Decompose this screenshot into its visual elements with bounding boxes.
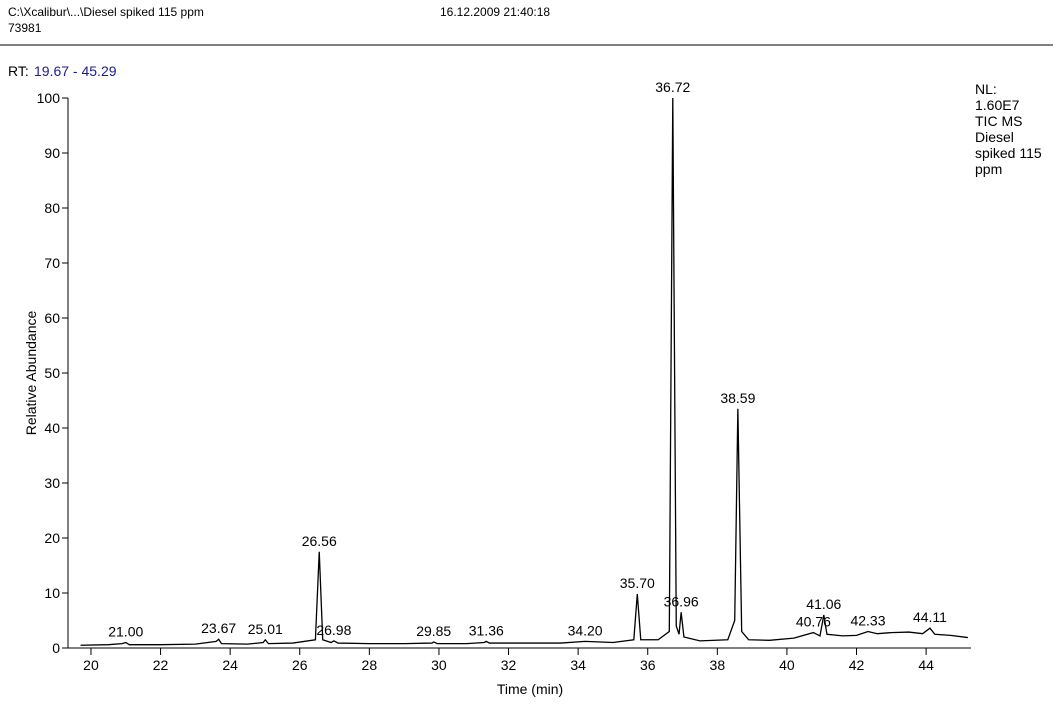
- info-text: 1.60E7: [975, 97, 1020, 113]
- info-text: TIC MS: [975, 113, 1022, 129]
- info-text: spiked 115: [975, 145, 1042, 161]
- datetime: 16.12.2009 21:40:18: [440, 5, 550, 19]
- peak-label: 34.20: [568, 622, 603, 638]
- y-tick-label: 60: [44, 310, 60, 326]
- x-tick-label: 34: [570, 657, 586, 673]
- y-axis-label: Relative Abundance: [23, 311, 39, 436]
- y-tick-label: 100: [37, 90, 61, 106]
- y-tick-label: 70: [44, 255, 60, 271]
- x-axis-label: Time (min): [497, 681, 563, 697]
- x-tick-label: 24: [222, 657, 238, 673]
- x-tick-label: 36: [640, 657, 656, 673]
- peak-label: 26.56: [302, 533, 337, 549]
- peak-label: 42.33: [850, 613, 885, 629]
- file-id: 73981: [8, 21, 42, 35]
- y-tick-label: 40: [44, 420, 60, 436]
- peak-label: 25.01: [248, 621, 283, 637]
- x-tick-label: 40: [779, 657, 795, 673]
- info-text: ppm: [975, 161, 1002, 177]
- peak-label: 26.98: [316, 622, 351, 638]
- peak-label: 40.76: [796, 614, 831, 630]
- x-tick-label: 20: [83, 657, 99, 673]
- peak-label: 35.70: [620, 575, 655, 591]
- peak-label: 21.00: [108, 624, 143, 640]
- file-path: C:\Xcalibur\...\Diesel spiked 115 ppm: [8, 5, 204, 19]
- x-tick-label: 42: [849, 657, 865, 673]
- y-tick-label: 50: [44, 365, 60, 381]
- x-tick-label: 38: [710, 657, 726, 673]
- trace: [80, 97, 968, 646]
- info-text: Diesel: [975, 129, 1014, 145]
- peak-label: 36.96: [664, 593, 699, 609]
- peak-label: 41.06: [806, 596, 841, 612]
- x-tick-label: 30: [431, 657, 447, 673]
- rt-prefix: RT:: [8, 63, 29, 79]
- x-tick-label: 22: [153, 657, 169, 673]
- y-tick-label: 30: [44, 475, 60, 491]
- rt-range: 19.67 - 45.29: [34, 63, 117, 79]
- y-tick-label: 20: [44, 530, 60, 546]
- y-tick-label: 0: [52, 640, 60, 656]
- peak-label: 31.36: [469, 622, 504, 638]
- peak-label: 36.72: [655, 79, 690, 95]
- x-tick-label: 44: [918, 657, 934, 673]
- info-text: NL:: [975, 81, 997, 97]
- peak-label: 29.85: [416, 623, 451, 639]
- peak-label: 38.59: [720, 390, 755, 406]
- x-tick-label: 26: [292, 657, 308, 673]
- x-tick-label: 32: [501, 657, 517, 673]
- y-tick-label: 80: [44, 200, 60, 216]
- y-tick-label: 90: [44, 145, 60, 161]
- y-tick-label: 10: [44, 585, 60, 601]
- peak-label: 44.11: [913, 609, 947, 625]
- x-tick-label: 28: [362, 657, 378, 673]
- peak-label: 23.67: [201, 620, 236, 636]
